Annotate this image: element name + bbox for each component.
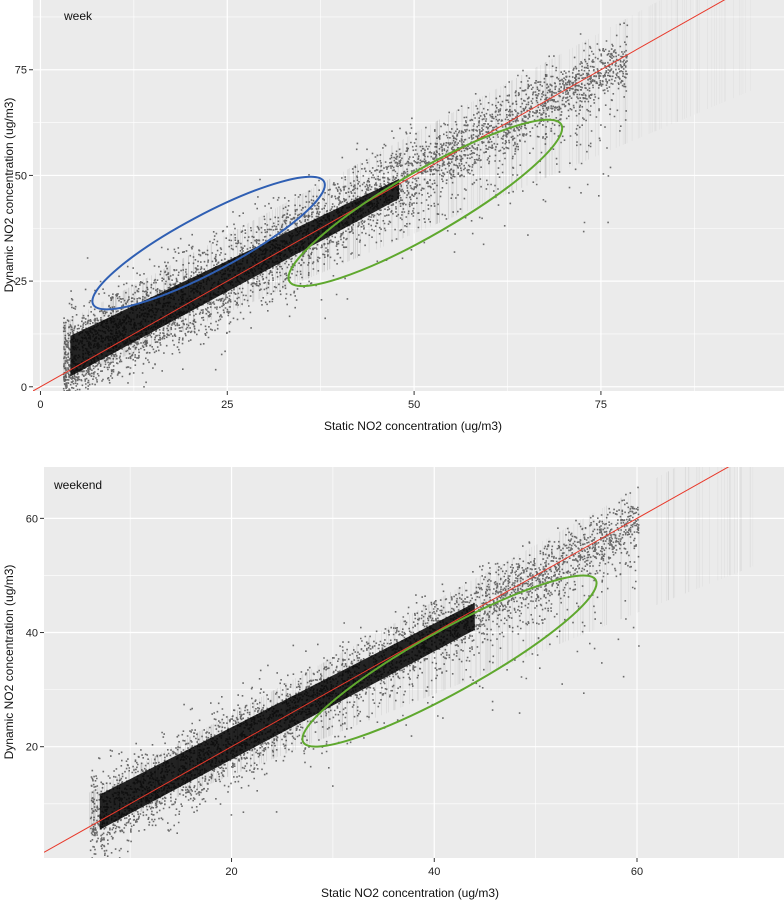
x-tick-label: 0: [37, 399, 43, 411]
week-panel: week 0 25 50 75 0 25 50 75 Static NO2 concentr…: [2, 0, 784, 433]
week-panel-label: week: [63, 9, 93, 23]
y-tick-label: 50: [15, 170, 27, 182]
x-tick-label: 20: [225, 866, 237, 878]
y-tick-label: 40: [26, 628, 38, 640]
weekend-y-ticks: 20 40 60: [26, 513, 44, 754]
x-tick-label: 40: [428, 866, 440, 878]
y-tick-label: 75: [15, 65, 27, 77]
week-x-axis-title: Static NO2 concentration (ug/m3): [324, 419, 502, 433]
weekend-x-axis-title: Static NO2 concentration (ug/m3): [321, 886, 499, 900]
weekend-reference-line: [44, 467, 730, 853]
weekend-ellipses: [301, 574, 598, 748]
weekend-y-axis-title: Dynamic NO2 concentration (ug/m3): [2, 565, 16, 760]
weekend-x-ticks: 20 40 60: [225, 858, 643, 878]
x-tick-label: 60: [631, 866, 643, 878]
week-x-ticks: 0 25 50 75: [37, 391, 607, 411]
week-ellipse-1: [91, 175, 326, 311]
week-y-axis-title: Dynamic NO2 concentration (ug/m3): [2, 98, 16, 293]
y-tick-label: 0: [21, 382, 27, 394]
x-tick-label: 75: [595, 399, 607, 411]
weekend-panel: weekend 20 40 60 20 40 60 Static NO2 concent…: [2, 467, 784, 900]
week-gridlines: [33, 0, 784, 391]
y-tick-label: 60: [26, 513, 38, 525]
week-ellipses: [91, 118, 564, 311]
week-data-cloud: [62, 0, 751, 391]
y-tick-label: 20: [26, 742, 38, 754]
weekend-panel-label: weekend: [53, 478, 102, 492]
weekend-gridlines: [44, 467, 784, 858]
weekend-data-cloud: [89, 467, 754, 858]
data-core-density: [70, 178, 400, 377]
weekend-ellipse-1: [301, 574, 598, 748]
x-tick-label: 25: [221, 399, 233, 411]
week-y-ticks: 0 25 50 75: [15, 65, 33, 394]
week-ellipse-2: [287, 118, 564, 288]
week-reference-line: [33, 0, 726, 391]
x-tick-label: 50: [408, 399, 420, 411]
data-core-density: [99, 602, 475, 830]
y-tick-label: 25: [15, 276, 27, 288]
